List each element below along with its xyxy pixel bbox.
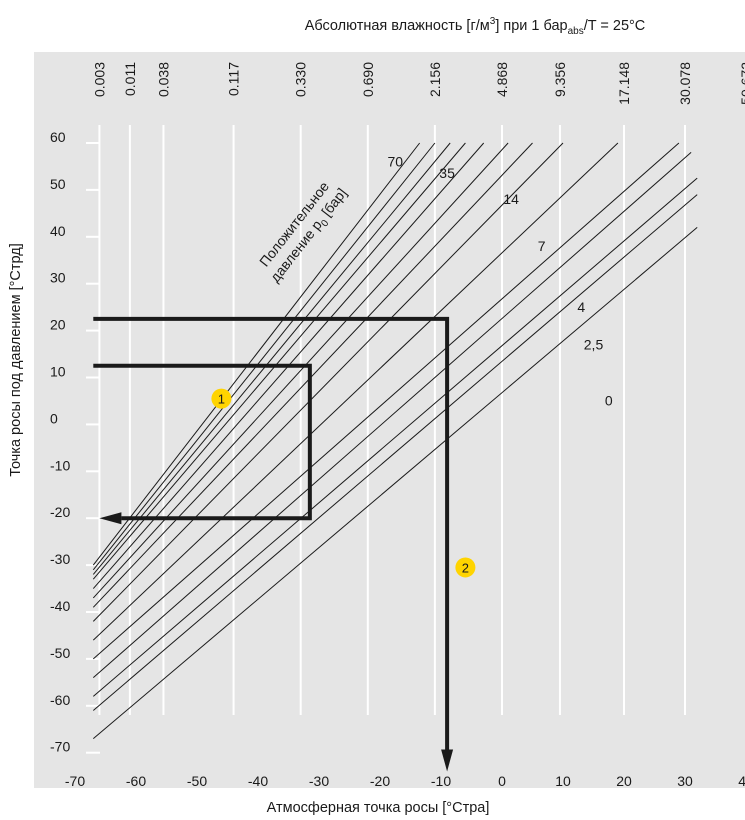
example-marker [211,388,232,409]
top-tick-label: 4.868 [494,62,510,97]
pressure-curve [92,142,533,608]
x-tick-label: -50 [187,773,207,789]
pressure-curves [92,142,698,740]
y-tick-label: 40 [50,223,66,239]
top-tick-label: 0.117 [226,62,242,96]
grid-lines [86,125,686,754]
pressure-curve [92,142,564,622]
x-tick-label: 10 [555,773,571,789]
pressure-curve [92,142,680,660]
curve-label: 4 [577,299,585,315]
x-tick-label: -20 [370,773,390,789]
top-tick-label: 30.078 [677,62,693,105]
example-arrow-line [93,363,312,521]
y-tick-label: 60 [50,129,66,145]
pressure-curve [92,227,698,740]
top-tick-label: 0.011 [122,62,138,96]
curve-label: 35 [439,165,455,181]
curve-label: 70 [387,153,403,169]
curve-label: 2,5 [584,336,604,352]
pressure-curve [92,152,692,679]
y-tick-label: -10 [50,457,70,473]
x-tick-label: 30 [677,773,693,789]
top-tick-label: 2.156 [427,62,443,97]
example-marker-label: 1 [218,392,225,407]
curve-label: 14 [503,191,519,207]
curve-label: 7 [538,238,546,254]
y-tick-label: 20 [50,317,66,333]
y-tick-label: 50 [50,176,66,192]
top-tick-label: 0.330 [293,62,309,97]
example-arrows: 12 [93,316,476,772]
example-marker-label: 2 [462,560,469,575]
y-tick-label: -20 [50,504,70,520]
pressure-curve [92,142,451,575]
top-axis-title: Абсолютная влажность [г/м3] при 1 барabs… [305,16,646,37]
x-tick-label: -60 [126,773,146,789]
arrow-head [99,512,122,525]
pressure-curve [92,142,421,566]
pressure-curve [92,142,509,599]
top-tick-label: 0.003 [91,62,107,97]
y-tick-label: 10 [50,364,66,380]
x-tick-label: 20 [616,773,632,789]
curve-label: 0 [605,393,613,409]
y-tick-label: -50 [50,645,70,661]
y-axis-title: Точка росы под давлением [°Стрд] [8,243,24,476]
pressure-curve [92,194,698,711]
top-tick-label: 0.690 [360,62,376,97]
x-tick-label: -30 [309,773,329,789]
example-marker [455,557,476,578]
x-tick-label: 40 [738,773,745,789]
top-tick-label: 50.672 [738,62,745,105]
pressure-curve [92,142,619,641]
x-tick-label: -70 [65,773,85,789]
y-tick-label: -60 [50,692,70,708]
pressure-curve [92,142,466,580]
plot-area [34,52,745,788]
arrow-head [441,749,454,772]
example-arrow-line [93,316,450,750]
y-tick-label: -40 [50,598,70,614]
x-tick-label: 0 [498,773,506,789]
y-tick-label: -70 [50,739,70,755]
top-tick-label: 17.148 [616,62,632,105]
y-tick-label: -30 [50,551,70,567]
pressure-curve [92,177,698,697]
y-tick-label: 0 [50,410,58,426]
x-axis-title: Атмосферная точка росы [°Стра] [267,800,490,816]
x-tick-label: -10 [431,773,451,789]
x-tick-label: -40 [248,773,268,789]
top-tick-label: 9.356 [552,62,568,97]
top-tick-label: 0.038 [155,62,171,97]
pressure-curve [92,142,436,571]
y-tick-label: 30 [50,270,66,286]
